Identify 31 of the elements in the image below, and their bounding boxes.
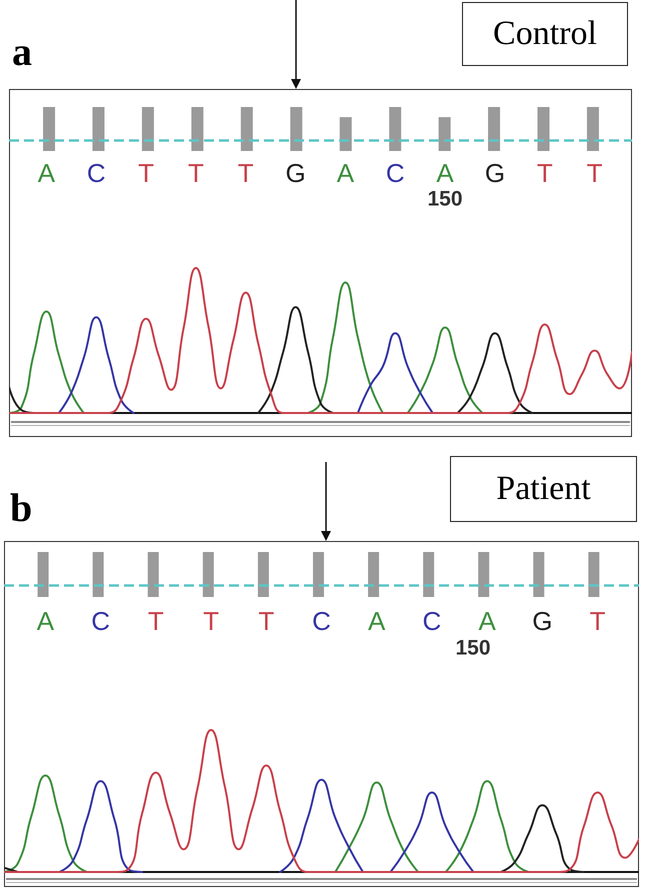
chart-subtitle: Control [493,15,597,52]
x-tick-label: A [38,158,56,188]
x-tick-label: T [258,606,274,636]
x-tick-label: A [336,158,355,188]
x-tick-label: C [386,158,405,188]
text: 150 [427,188,463,210]
x-tick-label: C [312,606,331,636]
x-tick-label: C [422,606,442,636]
x-tick-label: G [532,606,552,636]
label-box: Patient [450,456,637,522]
x-tick-label: G [285,158,306,188]
x-tick-label: T [188,158,204,188]
x-tick-label: T [148,606,164,636]
x-tick-label: T [586,158,603,188]
x-tick-label: T [203,606,220,636]
text: 150 [455,636,491,660]
chart-title: a [12,29,32,74]
x-tick-label: T [536,158,553,188]
x-tick-label: T [138,158,154,188]
chart-subtitle: Patient [496,470,591,507]
x-tick-label: G [484,158,506,188]
x-tick-label: C [91,606,110,636]
x-tick-label: A [368,606,386,636]
label-box: Control [462,2,628,66]
x-tick-label: A [36,606,55,636]
x-tick-label: C [86,158,106,188]
x-tick-label: T [238,158,254,188]
x-tick-label: A [436,158,454,188]
x-tick-label: T [590,606,606,636]
chart-title: b [10,485,32,530]
x-tick-label: A [478,606,496,636]
